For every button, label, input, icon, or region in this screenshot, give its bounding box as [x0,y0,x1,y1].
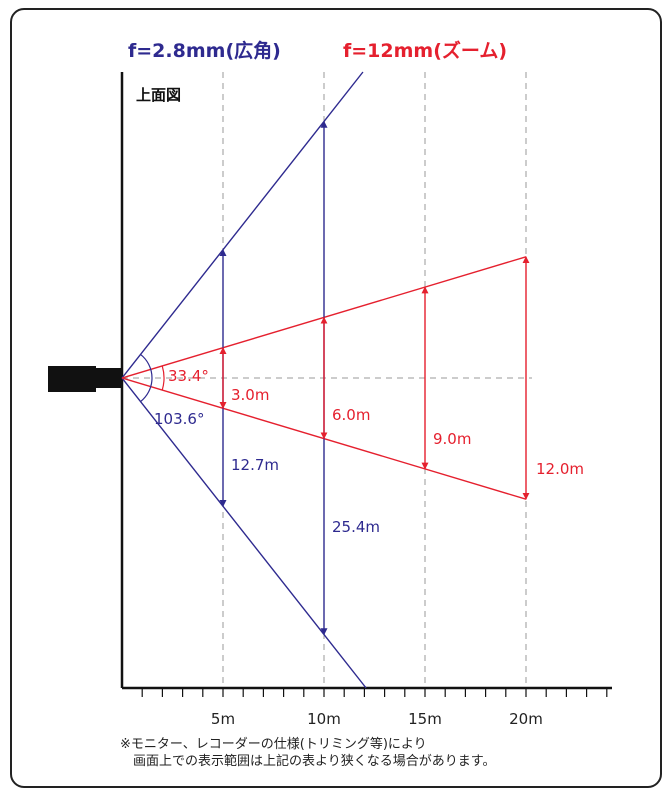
axis-label-10m: 10m [307,710,341,728]
zoom-width-label-9.0m: 9.0m [433,430,471,448]
wide-width-label-12.7m: 12.7m [231,456,279,474]
wide-width-label-25.4m: 25.4m [332,518,380,536]
wide-cone-upper-line [121,71,364,379]
camera-lens-icon [96,368,122,388]
footnote-line-2: 画面上での表示範囲は上記の表より狭くなる場合があります。 [133,754,496,769]
axis-label-5m: 5m [211,710,235,728]
wide-cone-lower-line [121,377,367,689]
zoom-width-label-12.0m: 12.0m [536,460,584,478]
wide-angle-label: 103.6° [154,410,204,428]
zoom-angle-label: 33.4° [168,367,209,385]
zoom-angle-arc [161,365,165,391]
footnote-line-1: ※モニター、レコーダーの仕様(トリミング等)により [120,737,427,752]
zoom-width-label-6.0m: 6.0m [332,406,370,424]
axis-label-20m: 20m [509,710,543,728]
footnote: ※モニター、レコーダーの仕様(トリミング等)により 画面上での表示範囲は上記の表… [120,736,495,770]
view-label-top-view: 上面図 [136,86,182,104]
legend-zoom: f=12mm(ズーム) [343,40,508,62]
camera-body-icon [48,366,96,392]
axis-label-15m: 15m [408,710,442,728]
zoom-width-label-3.0m: 3.0m [231,386,269,404]
wide-angle-arc [140,353,153,403]
legend-wide-angle: f=2.8mm(広角) [128,40,281,62]
